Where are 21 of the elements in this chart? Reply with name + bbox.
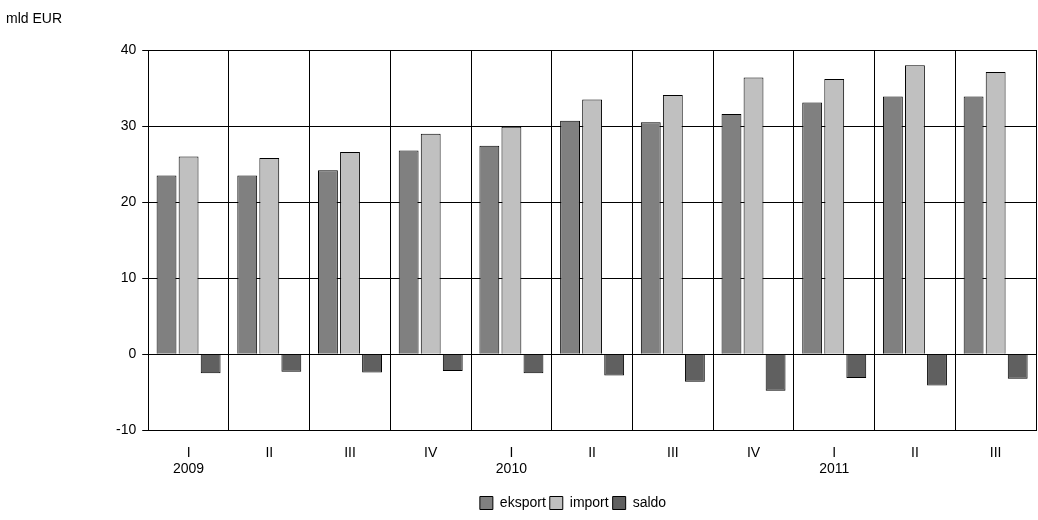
x-tick-label: II	[265, 443, 274, 460]
x-tick-label: I 2010	[495, 443, 528, 477]
y-tick-label: 40	[120, 40, 137, 57]
x-tick-label: II	[588, 443, 597, 460]
y-tick-label: 20	[120, 193, 137, 210]
y-tick-label: 0	[128, 345, 137, 362]
legend-label: eksport	[499, 493, 546, 510]
x-tick-label: IV	[424, 443, 438, 460]
y-tick-label: 30	[120, 116, 137, 133]
y-tick-label: -10	[116, 421, 137, 438]
x-tick-label: IV	[746, 443, 761, 460]
x-tick-label: I 2011	[819, 443, 850, 477]
y-tick-label: 10	[120, 269, 137, 286]
x-tick-label: III	[989, 443, 1002, 460]
x-tick-label: III	[344, 443, 356, 460]
legend-label: saldo	[632, 493, 667, 510]
y-axis-title: mld EUR	[6, 9, 63, 26]
x-tick-label: III	[666, 443, 679, 460]
legend-label: import	[569, 493, 609, 510]
x-tick-label: I 2009	[173, 443, 205, 477]
x-tick-label: II	[911, 443, 919, 460]
